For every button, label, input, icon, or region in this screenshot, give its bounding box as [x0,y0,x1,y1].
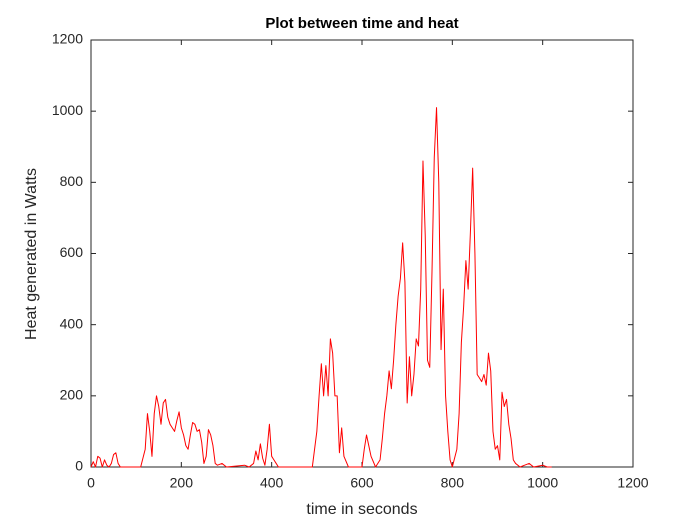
x-tick-label: 1000 [527,475,558,491]
data-line [90,107,552,468]
x-axis-label: time in seconds [306,501,417,518]
x-tick-label: 400 [260,475,284,491]
y-tick-label: 0 [75,458,83,474]
y-tick-label: 400 [60,315,84,331]
y-tick-label: 600 [60,244,84,260]
x-tick-label: 1200 [617,475,648,491]
x-tick-label: 600 [350,475,374,491]
x-tick-label: 800 [441,475,465,491]
x-tick-label: 0 [87,475,95,491]
y-tick-label: 800 [60,173,84,189]
y-tick-label: 200 [60,387,84,403]
chart-title: Plot between time and heat [265,15,458,32]
x-tick-label: 200 [170,475,194,491]
y-tick-label: 1000 [52,102,83,118]
y-tick-label: 1200 [52,31,83,47]
y-axis-label: Heat generated in Watts [23,168,40,340]
